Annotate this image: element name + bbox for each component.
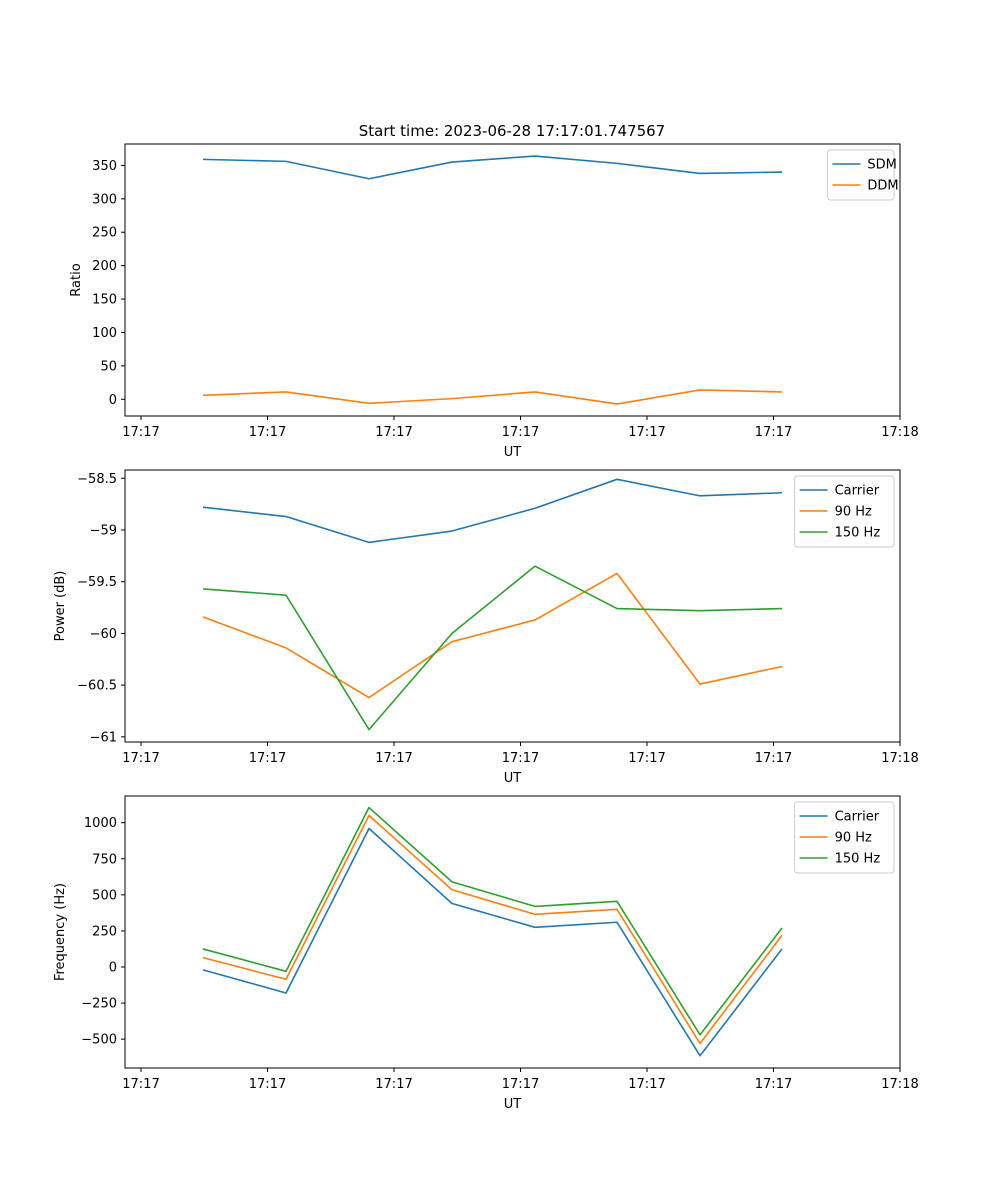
y-tick-label: 100 [92,326,117,341]
y-tick-label: 0 [109,960,117,975]
series-line-150-hz [202,565,783,731]
y-tick-label: −250 [81,997,117,1012]
x-tick-label: 17:17 [249,425,286,440]
x-tick-label: 17:17 [122,1077,159,1092]
y-tick-label: −59.5 [77,575,117,590]
y-tick-label: 150 [92,293,117,308]
axes-frame [124,143,901,417]
y-tick-label: −58.5 [77,472,117,487]
x-tick-label: 17:18 [881,1077,918,1092]
y-tick-label: 250 [92,226,117,241]
legend-label: Carrier [835,810,880,825]
legend-label: 150 Hz [835,526,881,541]
series-line-90-hz [202,572,783,699]
y-axis-label: Frequency (Hz) [53,883,68,981]
x-tick-label: 17:17 [755,1077,792,1092]
x-axis-label: UT [504,445,522,460]
x-tick-label: 17:17 [122,751,159,766]
legend-box [794,801,895,874]
y-tick-label: 300 [92,192,117,207]
x-tick-label: 17:17 [502,751,539,766]
x-tick-label: 17:17 [375,425,412,440]
figure-title: Start time: 2023-06-28 17:17:01.747567 [359,122,665,140]
series-line-150-hz [202,806,783,1036]
y-tick-label: 250 [92,924,117,939]
y-tick-label: 500 [92,888,117,903]
x-tick-label: 17:17 [755,751,792,766]
panel-ratio: 0 50 100 150 200 250 300 350 17:17 17:17 17:17 17:1… [69,143,919,460]
legend-box [794,475,895,548]
y-tick-label: 750 [92,852,117,867]
y-tick-label: 350 [92,159,117,174]
x-tick-label: 17:17 [249,1077,286,1092]
series-line-carrier [202,827,783,1057]
x-tick-label: 17:17 [755,425,792,440]
axes-frame [124,469,901,743]
legend-label: DDM [867,179,898,194]
axes-frame [124,795,901,1069]
y-axis-label: Power (dB) [53,571,68,642]
x-tick-label: 17:17 [628,1077,665,1092]
legend-label: Carrier [835,484,880,499]
series-line-sdm [202,155,783,180]
x-tick-label: 17:17 [502,425,539,440]
x-tick-label: 17:17 [375,751,412,766]
panel-power: −61 −60.5 −60 −59.5 −59 −58.5 17:17 17:17 17:17 1… [53,469,919,786]
legend-label: 150 Hz [835,852,881,867]
y-tick-label: −60.5 [77,679,117,694]
series-line-carrier [202,478,783,544]
legend-box [826,149,895,201]
y-tick-label: 200 [92,259,117,274]
x-tick-label: 17:17 [122,425,159,440]
x-tick-label: 17:18 [881,425,918,440]
x-tick-label: 17:17 [249,751,286,766]
y-tick-label: −500 [81,1033,117,1048]
panel-frequency: −500 −250 0 250 500 750 1000 17:17 17:17 17:17 17:… [53,795,919,1112]
x-tick-label: 17:17 [375,1077,412,1092]
x-axis-label: UT [504,771,522,786]
y-tick-label: −60 [90,627,117,642]
x-tick-label: 17:17 [628,425,665,440]
series-line-90-hz [202,814,783,1045]
x-tick-label: 17:17 [502,1077,539,1092]
series-line-ddm [202,389,783,405]
legend-label: SDM [867,158,896,173]
y-axis-label: Ratio [69,263,84,296]
x-tick-label: 17:18 [881,751,918,766]
legend-label: 90 Hz [835,505,872,520]
y-tick-label: 50 [100,359,117,374]
legend-label: 90 Hz [835,831,872,846]
x-tick-label: 17:17 [628,751,665,766]
y-tick-label: 1000 [84,816,117,831]
y-tick-label: 0 [109,393,117,408]
y-tick-label: −59 [90,523,117,538]
x-axis-label: UT [504,1097,522,1112]
y-tick-label: −61 [90,730,117,745]
